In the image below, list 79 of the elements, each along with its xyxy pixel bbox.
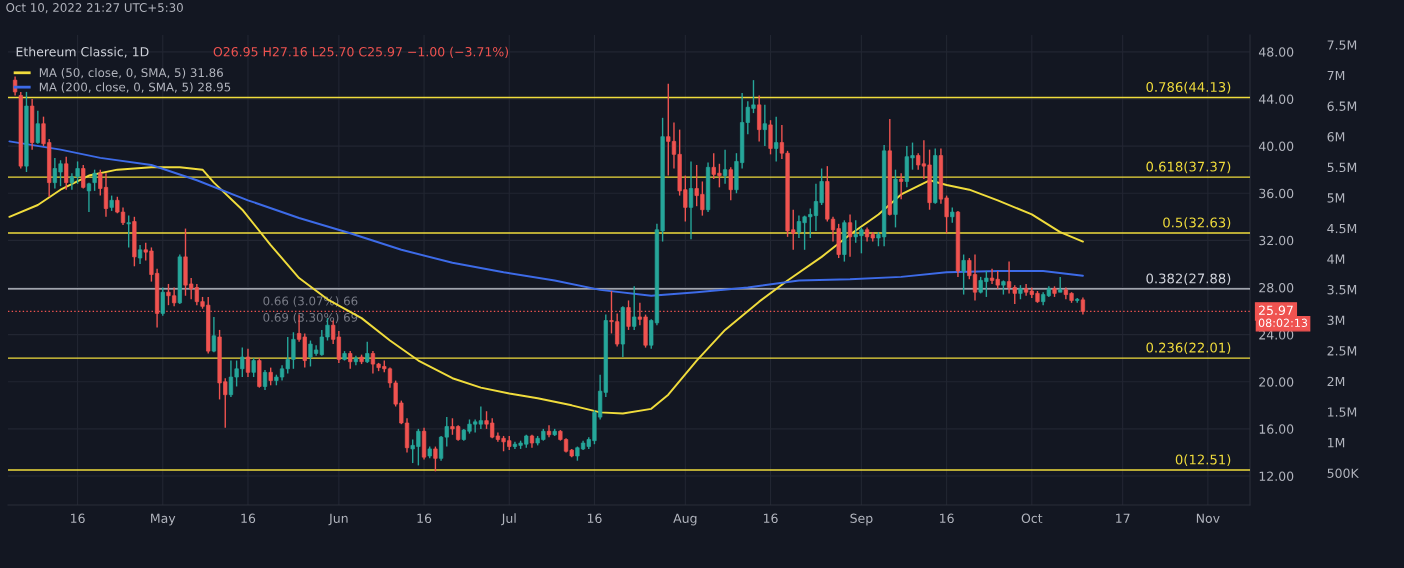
text: 08:02:13 — [1258, 318, 1308, 328]
line-series — [8, 140, 1084, 297]
x-tick-label: 16 — [71, 513, 85, 524]
x-tick-label: 17 — [1116, 513, 1130, 523]
candlestick — [245, 348, 251, 378]
y2-tick-label: 3.5M — [1327, 284, 1357, 295]
ref-line-label: 0.786(44.13) — [1146, 81, 1231, 94]
candlestick — [688, 160, 694, 240]
ref-line-label: 0.236(22.01) — [1146, 342, 1231, 355]
y2-tick-label: 6.5M — [1327, 101, 1357, 111]
y-tick-label: 12.00 — [1259, 471, 1294, 481]
y-tick-label: 40.00 — [1258, 141, 1294, 152]
y2-tick-label: 1.5M — [1328, 407, 1357, 417]
ref-line-label: 0.382(27.88) — [1146, 273, 1231, 285]
candlestick — [64, 156, 69, 191]
text: Ethereum Classic, 1D — [16, 46, 149, 58]
candlestick — [262, 369, 268, 391]
candlestick — [137, 244, 143, 265]
ref-line-label: 0.5(32.63) — [1163, 217, 1231, 229]
y-tick-label: 36.00 — [1259, 188, 1294, 199]
candlestick — [899, 172, 904, 200]
y-tick-label: 24.00 — [1259, 330, 1294, 340]
y2-tick-label: 4M — [1327, 254, 1345, 264]
candlestick — [774, 115, 779, 163]
x-tick-label: Nov — [1196, 513, 1220, 524]
text: O26.95 H27.16 L25.70 C25.97 −1.00 (−3.71%) — [213, 46, 509, 58]
candlestick — [126, 214, 131, 249]
candlestick — [728, 166, 733, 202]
legend-label: MA (200, close, 0, SMA, 5) 28.95 — [39, 82, 231, 93]
y2-tick-label: 2M — [1327, 376, 1345, 386]
ref-line-label: 0.618(37.37) — [1146, 161, 1231, 174]
y2-tick-label: 5.5M — [1327, 162, 1357, 173]
y2-tick-label: 3M — [1327, 315, 1345, 325]
x-tick-label: 16 — [241, 513, 256, 524]
candlestick — [251, 357, 256, 378]
y2-tick-label: 1M — [1328, 438, 1345, 448]
y-tick-label: 32.00 — [1259, 235, 1294, 246]
candlestick — [81, 164, 86, 190]
y-tick-label: 44.00 — [1258, 94, 1294, 104]
y-tick-label: 16.00 — [1259, 424, 1294, 434]
candlestick — [546, 424, 552, 438]
x-tick-label: Aug — [673, 513, 697, 526]
text: Oct 10, 2022 21:27 UTC+5:30 — [6, 3, 183, 14]
x-tick-label: Jun — [328, 513, 348, 526]
x-tick-label: 16 — [417, 513, 432, 524]
candlestick — [86, 181, 92, 213]
x-tick-label: 16 — [587, 513, 602, 524]
y2-tick-label: 2.5M — [1327, 346, 1357, 356]
candlestick — [762, 104, 767, 147]
x-tick-label: 16 — [763, 513, 778, 524]
candlestick — [433, 445, 438, 472]
y2-tick-label: 500K — [1327, 468, 1359, 478]
x-tick-label: Jul — [501, 513, 516, 526]
candlestick — [160, 286, 165, 317]
y2-tick-label: 6M — [1327, 132, 1345, 142]
candlestick — [961, 253, 966, 296]
legend-label: MA (50, close, 0, SMA, 5) 31.86 — [39, 67, 223, 79]
y-tick-label: 28.00 — [1259, 282, 1294, 293]
y-tick-label: 48.00 — [1258, 47, 1294, 57]
ref-line-label: 0(12.51) — [1175, 454, 1231, 467]
candlestick — [92, 168, 97, 192]
x-tick-label: Oct — [1021, 513, 1043, 524]
y2-tick-label: 7.5M — [1327, 40, 1357, 50]
ref-line-label: 25.97 — [1258, 305, 1293, 316]
candlestick — [211, 316, 217, 353]
y2-tick-label: 7M — [1327, 71, 1345, 81]
x-tick-label: May — [151, 513, 176, 526]
candlestick — [632, 285, 637, 331]
candlestick — [847, 213, 853, 258]
candlestick — [626, 299, 631, 331]
candlestick — [35, 110, 40, 145]
y2-tick-label: 5M — [1327, 193, 1345, 203]
candlestick — [768, 119, 773, 156]
y2-tick-label: 4.5M — [1327, 223, 1357, 234]
x-tick-label: Sep — [850, 513, 873, 526]
candlestick — [365, 341, 370, 364]
candlestick — [722, 148, 728, 185]
x-tick-label: 16 — [940, 513, 954, 524]
y-tick-label: 20.00 — [1259, 377, 1294, 387]
